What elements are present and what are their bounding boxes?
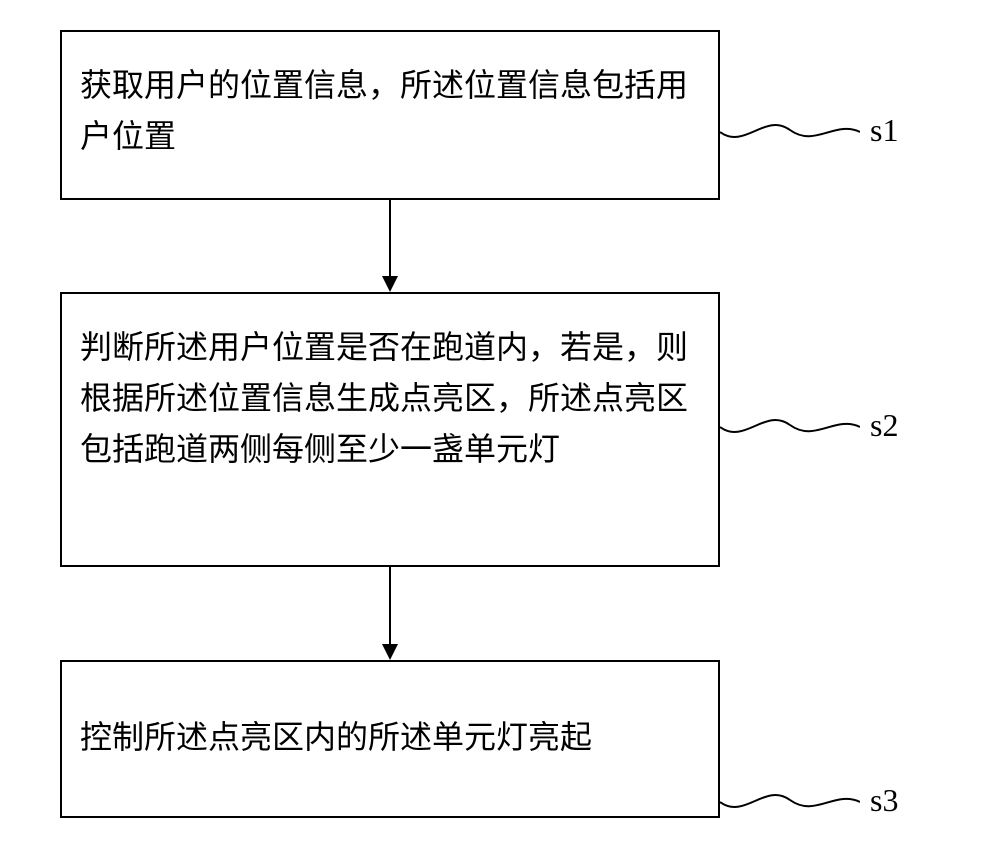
label-s3-text: s3 bbox=[870, 782, 898, 818]
diagram-canvas: 获取用户的位置信息，所述位置信息包括用户位置 判断所述用户位置是否在跑道内，若是… bbox=[0, 0, 1000, 867]
squiggle-s2 bbox=[720, 405, 860, 445]
label-s1: s1 bbox=[870, 112, 898, 149]
step-box-s1: 获取用户的位置信息，所述位置信息包括用户位置 bbox=[60, 30, 720, 200]
step-box-s3: 控制所述点亮区内的所述单元灯亮起 bbox=[60, 660, 720, 818]
label-s2: s2 bbox=[870, 407, 898, 444]
arrow-s1-s2-line bbox=[389, 200, 391, 276]
label-s3: s3 bbox=[870, 782, 898, 819]
label-s1-text: s1 bbox=[870, 112, 898, 148]
arrow-s2-s3-line bbox=[389, 567, 391, 644]
arrow-s2-s3-head bbox=[382, 644, 398, 660]
label-s2-text: s2 bbox=[870, 407, 898, 443]
step-text-s3: 控制所述点亮区内的所述单元灯亮起 bbox=[80, 712, 592, 763]
step-box-s2: 判断所述用户位置是否在跑道内，若是，则根据所述位置信息生成点亮区，所述点亮区包括… bbox=[60, 292, 720, 567]
step-text-s1: 获取用户的位置信息，所述位置信息包括用户位置 bbox=[80, 60, 700, 162]
squiggle-s3 bbox=[720, 780, 860, 820]
step-text-s2: 判断所述用户位置是否在跑道内，若是，则根据所述位置信息生成点亮区，所述点亮区包括… bbox=[80, 322, 700, 476]
squiggle-s1 bbox=[720, 110, 860, 150]
arrow-s1-s2-head bbox=[382, 276, 398, 292]
